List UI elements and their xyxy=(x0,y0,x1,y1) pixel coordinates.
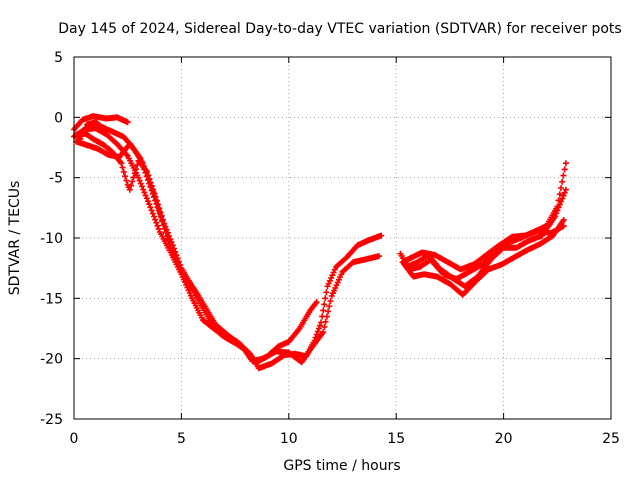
y-tick-label: 0 xyxy=(54,110,63,126)
x-tick-label: 25 xyxy=(602,431,620,447)
y-axis-title: SDTVAR / TECUs xyxy=(7,181,23,296)
axis-ticks: 0 5 10 15 20 25 -25 -20 -15 -10 -5 0 5 xyxy=(40,50,620,447)
series-track-e xyxy=(73,119,166,223)
y-tick-label: -5 xyxy=(49,171,63,187)
x-tick-label: 10 xyxy=(280,431,298,447)
x-tick-label: 15 xyxy=(387,431,405,447)
grid xyxy=(74,57,611,419)
y-tick-label: 5 xyxy=(54,50,63,66)
data-marks xyxy=(71,113,569,372)
data-point-markers xyxy=(403,186,569,290)
chart-title: Day 145 of 2024, Sidereal Day-to-day VTE… xyxy=(58,21,621,37)
data-point-markers xyxy=(399,216,567,298)
series-track-g xyxy=(399,216,567,298)
y-tick-label: -15 xyxy=(40,291,63,307)
series-track-i xyxy=(401,222,567,273)
x-tick-label: 5 xyxy=(177,431,186,447)
x-tick-label: 0 xyxy=(70,431,79,447)
series-track-h xyxy=(403,186,569,290)
y-tick-label: -10 xyxy=(40,231,63,247)
y-tick-label: -25 xyxy=(40,412,63,428)
data-point-markers xyxy=(401,222,567,273)
x-tick-label: 20 xyxy=(495,431,513,447)
data-point-markers xyxy=(73,119,166,223)
x-axis-title: GPS time / hours xyxy=(283,458,400,474)
y-tick-label: -20 xyxy=(40,352,63,368)
